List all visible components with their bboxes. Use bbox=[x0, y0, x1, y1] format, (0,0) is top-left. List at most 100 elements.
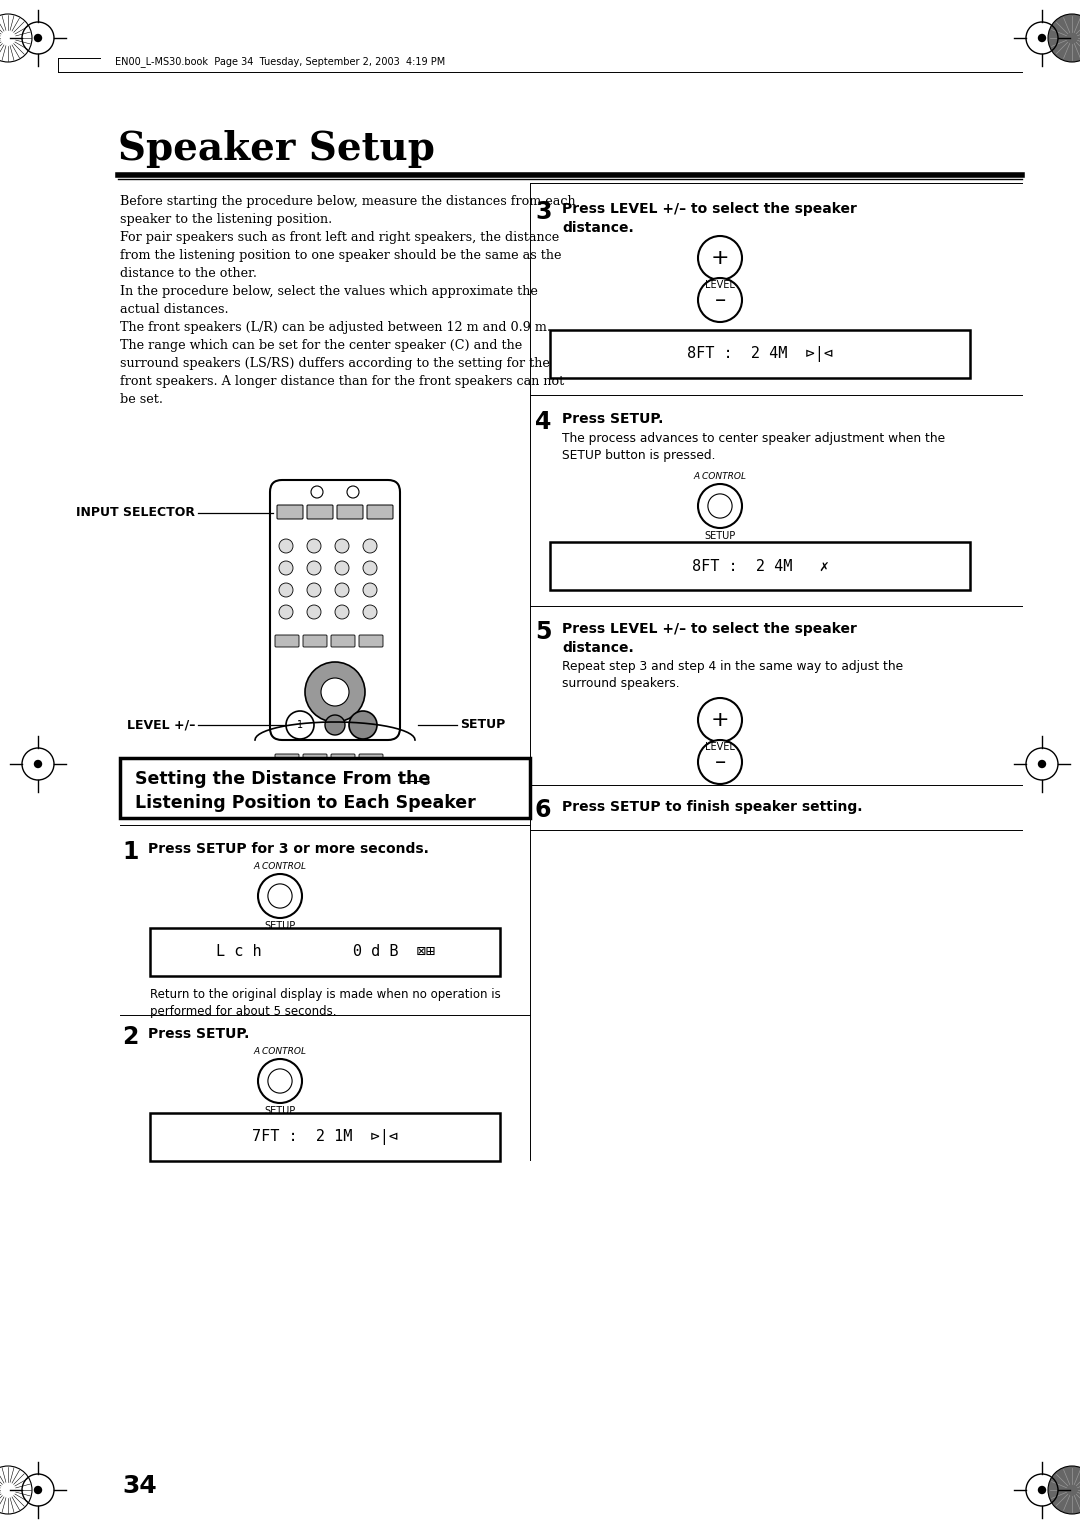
Text: Speaker Setup: Speaker Setup bbox=[118, 130, 435, 168]
Bar bbox=[550, 542, 970, 590]
Text: L c h          0 d B  ⊠⊞: L c h 0 d B ⊠⊞ bbox=[216, 944, 434, 960]
Text: A CONTROL: A CONTROL bbox=[254, 1047, 307, 1056]
Text: 8FT :  2 4M  ⊳|⊲: 8FT : 2 4M ⊳|⊲ bbox=[687, 345, 833, 362]
Circle shape bbox=[35, 35, 41, 41]
Text: SETUP: SETUP bbox=[265, 921, 296, 931]
Text: –: – bbox=[714, 752, 726, 772]
Circle shape bbox=[279, 539, 293, 553]
Text: 7FT :  2 1M  ⊳|⊲: 7FT : 2 1M ⊳|⊲ bbox=[252, 1129, 399, 1144]
FancyBboxPatch shape bbox=[359, 753, 383, 766]
Text: Press LEVEL +/– to select the speaker
distance.: Press LEVEL +/– to select the speaker di… bbox=[562, 202, 856, 235]
Text: SETUP: SETUP bbox=[460, 718, 505, 732]
Text: 3: 3 bbox=[422, 775, 431, 788]
FancyBboxPatch shape bbox=[307, 504, 333, 520]
Circle shape bbox=[698, 698, 742, 743]
Text: Press SETUP.: Press SETUP. bbox=[562, 413, 663, 426]
Text: Press LEVEL +/– to select the speaker
distance.: Press LEVEL +/– to select the speaker di… bbox=[562, 622, 856, 656]
Circle shape bbox=[698, 278, 742, 322]
Text: 8FT :  2 4M   ✗: 8FT : 2 4M ✗ bbox=[691, 559, 828, 573]
Text: LEVEL: LEVEL bbox=[705, 280, 734, 290]
Text: A CONTROL: A CONTROL bbox=[254, 862, 307, 871]
Circle shape bbox=[707, 494, 732, 518]
Text: 3: 3 bbox=[535, 200, 552, 225]
FancyBboxPatch shape bbox=[367, 504, 393, 520]
FancyBboxPatch shape bbox=[275, 775, 299, 785]
Text: Press SETUP to finish speaker setting.: Press SETUP to finish speaker setting. bbox=[562, 801, 863, 814]
Circle shape bbox=[279, 605, 293, 619]
Circle shape bbox=[335, 584, 349, 597]
Circle shape bbox=[363, 561, 377, 575]
Circle shape bbox=[698, 235, 742, 280]
Circle shape bbox=[335, 561, 349, 575]
FancyBboxPatch shape bbox=[359, 636, 383, 646]
Text: SETUP: SETUP bbox=[265, 1106, 296, 1115]
FancyBboxPatch shape bbox=[275, 636, 299, 646]
Circle shape bbox=[1048, 1465, 1080, 1514]
Circle shape bbox=[1039, 1487, 1045, 1493]
FancyBboxPatch shape bbox=[359, 775, 383, 785]
Text: SETUP: SETUP bbox=[704, 532, 735, 541]
Text: 1: 1 bbox=[297, 720, 303, 730]
Circle shape bbox=[698, 484, 742, 529]
FancyBboxPatch shape bbox=[275, 753, 299, 766]
Circle shape bbox=[347, 486, 359, 498]
Text: +: + bbox=[711, 711, 729, 730]
FancyBboxPatch shape bbox=[120, 758, 530, 817]
FancyBboxPatch shape bbox=[330, 753, 355, 766]
FancyBboxPatch shape bbox=[303, 636, 327, 646]
Circle shape bbox=[268, 1070, 292, 1093]
Circle shape bbox=[335, 539, 349, 553]
Text: Before starting the procedure below, measure the distances from each
speaker to : Before starting the procedure below, mea… bbox=[120, 196, 576, 406]
Circle shape bbox=[1039, 35, 1045, 41]
Text: Repeat step 3 and step 4 in the same way to adjust the
surround speakers.: Repeat step 3 and step 4 in the same way… bbox=[562, 660, 903, 691]
Text: Setting the Distance From the
Listening Position to Each Speaker: Setting the Distance From the Listening … bbox=[135, 770, 476, 813]
Circle shape bbox=[35, 1487, 41, 1493]
Circle shape bbox=[335, 605, 349, 619]
FancyBboxPatch shape bbox=[330, 636, 355, 646]
FancyBboxPatch shape bbox=[330, 775, 355, 785]
Circle shape bbox=[305, 662, 365, 723]
Text: 5: 5 bbox=[535, 620, 552, 643]
Text: LEVEL +/–: LEVEL +/– bbox=[126, 718, 195, 732]
FancyBboxPatch shape bbox=[303, 753, 327, 766]
Text: 2: 2 bbox=[122, 1025, 138, 1050]
Circle shape bbox=[363, 605, 377, 619]
Circle shape bbox=[35, 761, 41, 767]
Circle shape bbox=[307, 561, 321, 575]
Circle shape bbox=[1039, 761, 1045, 767]
Circle shape bbox=[279, 561, 293, 575]
Bar bbox=[550, 330, 970, 377]
Text: A CONTROL: A CONTROL bbox=[693, 472, 746, 481]
Circle shape bbox=[279, 584, 293, 597]
Circle shape bbox=[258, 874, 302, 918]
Circle shape bbox=[321, 678, 349, 706]
Circle shape bbox=[307, 539, 321, 553]
Circle shape bbox=[311, 486, 323, 498]
Text: 34: 34 bbox=[122, 1475, 157, 1497]
Text: Press SETUP.: Press SETUP. bbox=[148, 1027, 249, 1041]
Circle shape bbox=[1048, 14, 1080, 63]
Text: 6: 6 bbox=[535, 798, 552, 822]
Circle shape bbox=[286, 711, 314, 740]
Text: Press SETUP for 3 or more seconds.: Press SETUP for 3 or more seconds. bbox=[148, 842, 429, 856]
Text: The process advances to center speaker adjustment when the
SETUP button is press: The process advances to center speaker a… bbox=[562, 432, 945, 461]
Bar bbox=[150, 927, 500, 976]
Text: INPUT SELECTOR: INPUT SELECTOR bbox=[76, 506, 195, 520]
Circle shape bbox=[258, 1059, 302, 1103]
FancyBboxPatch shape bbox=[270, 480, 400, 740]
Text: LEVEL: LEVEL bbox=[705, 743, 734, 752]
Circle shape bbox=[363, 539, 377, 553]
Text: Return to the original display is made when no operation is
performed for about : Return to the original display is made w… bbox=[150, 989, 501, 1018]
FancyBboxPatch shape bbox=[337, 504, 363, 520]
Text: 1: 1 bbox=[122, 840, 138, 863]
FancyBboxPatch shape bbox=[276, 504, 303, 520]
Text: +: + bbox=[711, 248, 729, 267]
Circle shape bbox=[307, 605, 321, 619]
Circle shape bbox=[698, 740, 742, 784]
FancyBboxPatch shape bbox=[303, 775, 327, 785]
Circle shape bbox=[307, 584, 321, 597]
Circle shape bbox=[349, 711, 377, 740]
Circle shape bbox=[268, 883, 292, 908]
Circle shape bbox=[363, 584, 377, 597]
Bar bbox=[150, 1112, 500, 1161]
